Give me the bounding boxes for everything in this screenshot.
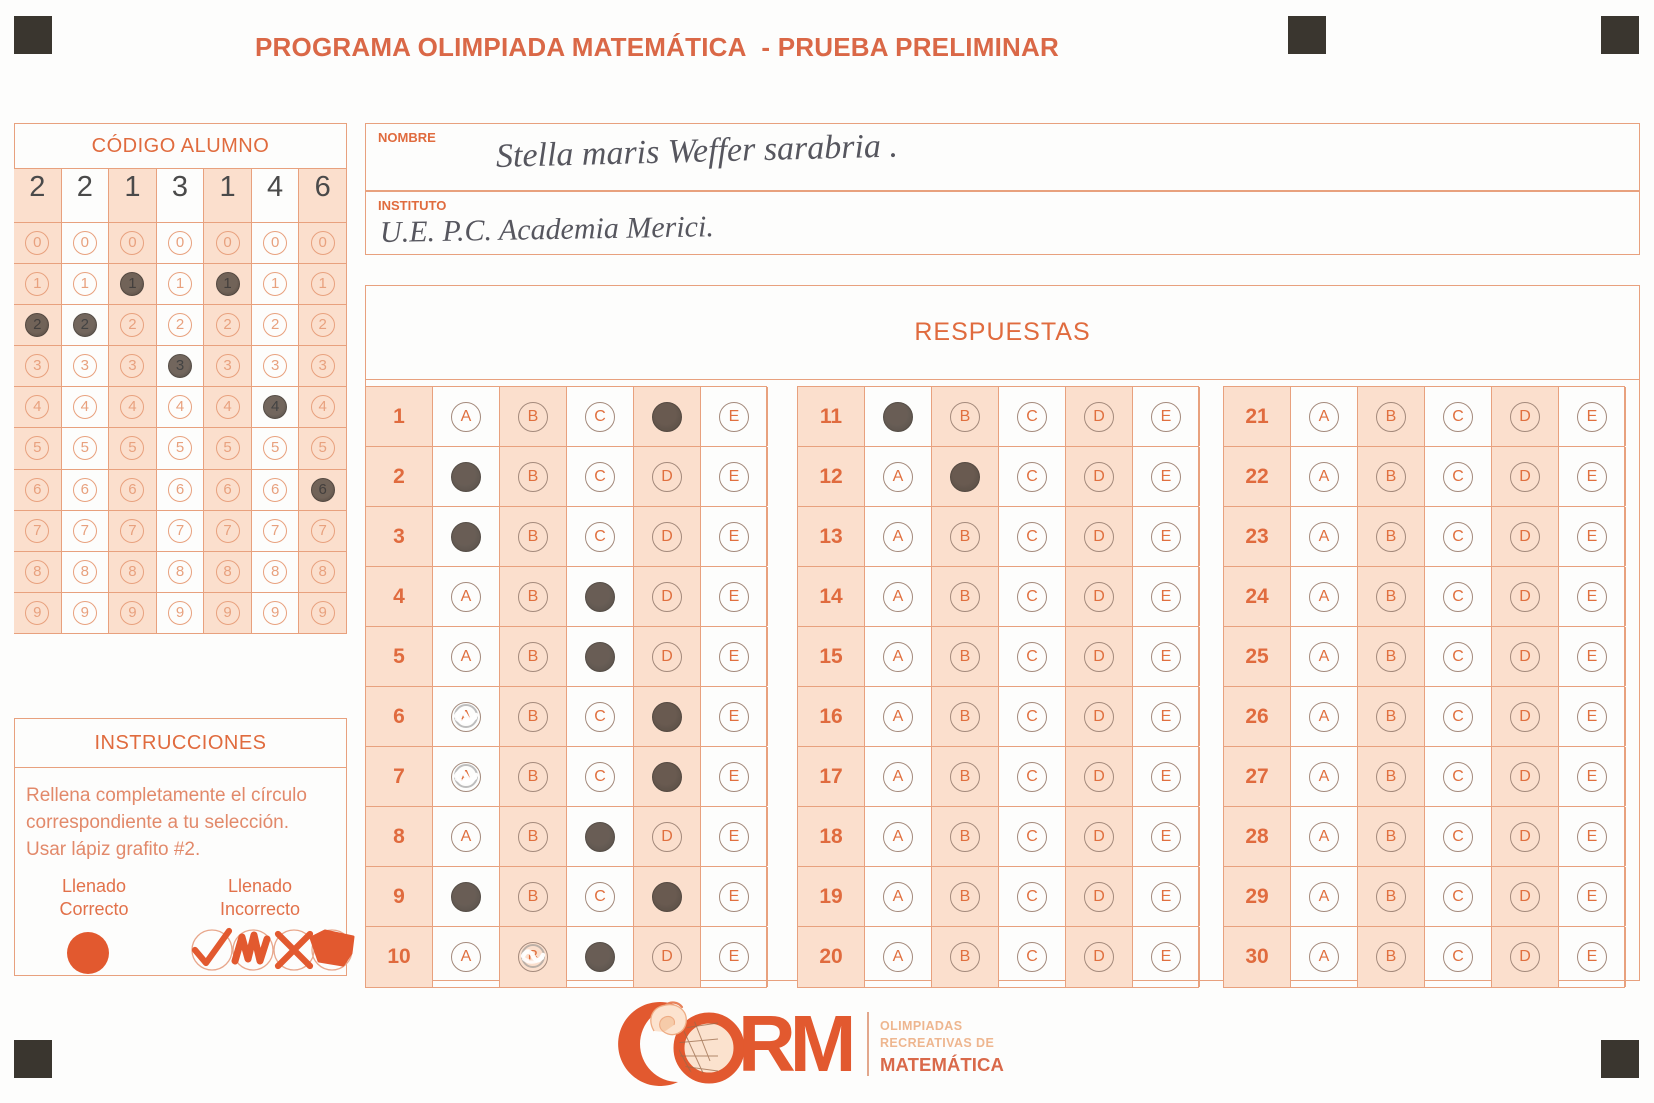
svg-text:RECREATIVAS DE: RECREATIVAS DE <box>880 1036 994 1050</box>
svg-text:MATEMÁTICA: MATEMÁTICA <box>880 1054 1004 1075</box>
svg-text:RM: RM <box>738 1000 852 1088</box>
svg-text:OLIMPIADAS: OLIMPIADAS <box>880 1019 962 1033</box>
